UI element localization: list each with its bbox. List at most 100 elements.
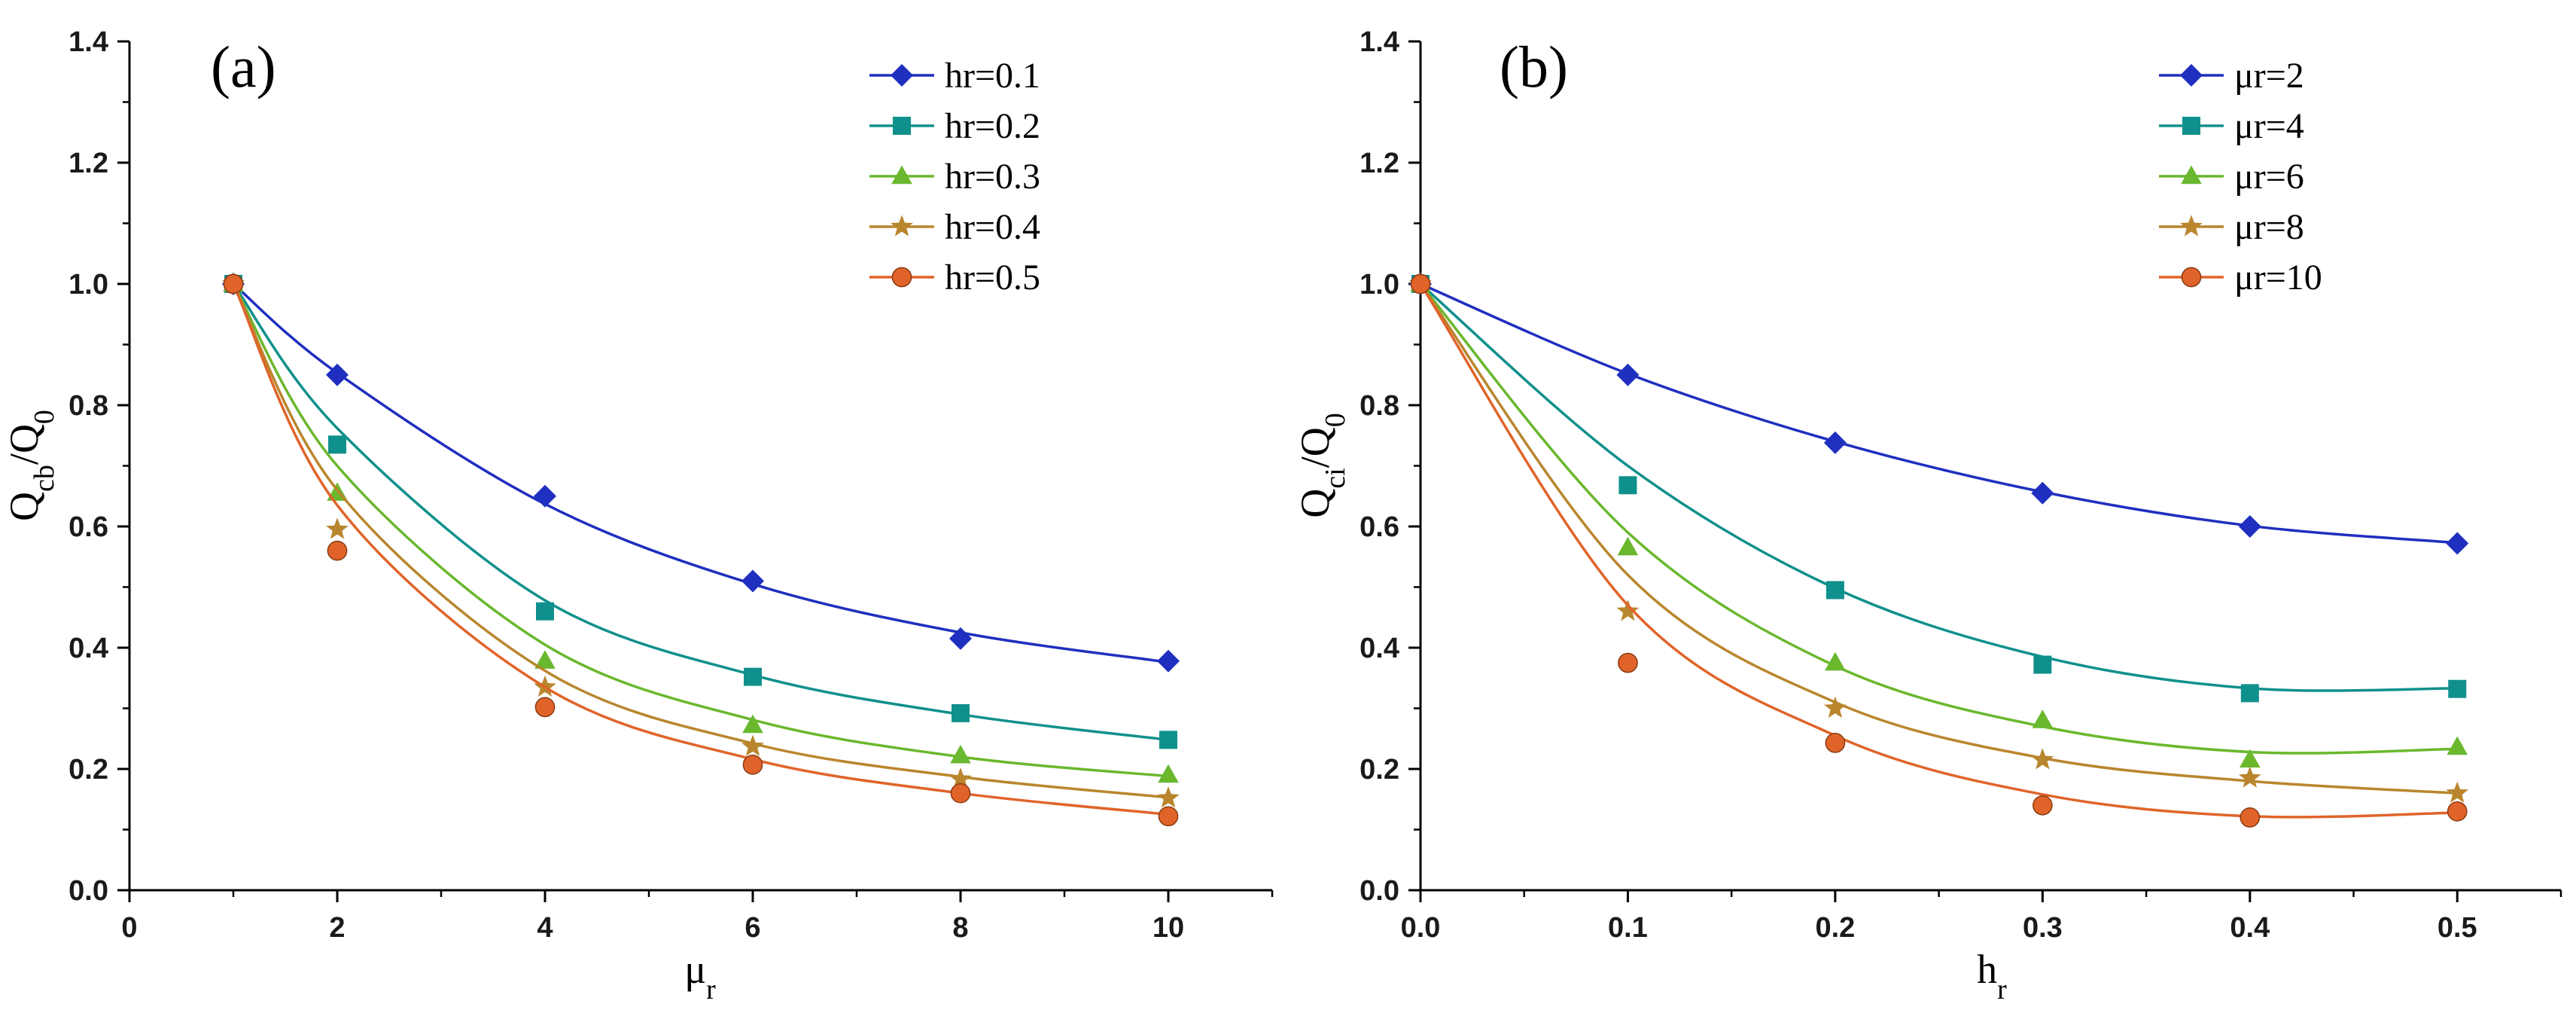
series-hr=0.5 [223, 273, 1179, 827]
legend-entry: hr=0.4 [869, 207, 1040, 247]
legend-entry: hr=0.5 [869, 258, 1040, 297]
x-tick-label: 4 [537, 912, 553, 944]
fit-line [232, 282, 1169, 742]
x-tick-label: 0.1 [1608, 912, 1648, 944]
series-μr=6 [1410, 273, 2468, 768]
y-tick-label: 0.2 [69, 754, 108, 786]
data-point [949, 767, 972, 789]
y-tick-label: 1.2 [69, 148, 108, 179]
data-point [2446, 532, 2469, 555]
data-point [952, 703, 970, 722]
fit-line [232, 283, 1169, 799]
x-tick-label: 8 [952, 912, 968, 944]
legend-marker [891, 215, 913, 236]
data-point [534, 697, 556, 718]
data-point [1158, 764, 1179, 783]
data-point [2031, 481, 2054, 505]
data-point [2238, 515, 2261, 538]
data-point [742, 755, 763, 775]
data-point [741, 734, 764, 756]
legend-entry: μr=4 [2159, 106, 2304, 146]
y-tick-label: 0.6 [1360, 511, 1399, 543]
series-hr=0.2 [224, 275, 1177, 749]
series-hr=0.1 [222, 273, 1180, 673]
fit-line [232, 282, 1169, 664]
y-tick-label: 0.4 [69, 633, 108, 664]
data-point [328, 435, 346, 454]
x-axis-title: μr [684, 947, 716, 1005]
series-μr=10 [1410, 273, 2468, 828]
legend-entry: hr=0.1 [869, 56, 1040, 96]
y-tick-label: 1.0 [69, 269, 108, 301]
legend-label: hr=0.4 [945, 207, 1040, 247]
legend-entry: hr=0.2 [869, 106, 1040, 146]
data-point [1158, 806, 1179, 827]
data-point [2240, 807, 2261, 828]
data-point [326, 363, 349, 386]
data-point [1823, 431, 1847, 454]
fit-line [1419, 283, 2458, 819]
y-tick-label: 0.0 [69, 875, 108, 907]
y-axis-title: Qcb/Q0 [2, 410, 60, 521]
x-tick-label: 0 [121, 912, 137, 944]
data-point [741, 569, 764, 593]
legend-label: μr=10 [2234, 258, 2322, 297]
legend-label: μr=6 [2234, 157, 2304, 197]
legend-label: μr=4 [2234, 106, 2304, 146]
y-tick-label: 0.6 [69, 511, 108, 543]
legend-entry: μr=2 [2159, 56, 2304, 96]
fit-line [232, 283, 1169, 778]
y-tick-label: 0.8 [69, 390, 108, 422]
data-point [326, 517, 349, 539]
legend-marker [2180, 64, 2203, 87]
x-tick-label: 2 [329, 912, 345, 944]
data-point [1617, 536, 1639, 556]
data-point [950, 744, 971, 764]
data-point [2240, 749, 2261, 768]
data-point [2032, 709, 2054, 728]
data-point [949, 627, 972, 650]
data-point [1825, 581, 1844, 600]
x-axis-title: hr [1977, 947, 2007, 1005]
x-tick-label: 0.5 [2437, 912, 2477, 944]
data-point [2240, 684, 2259, 703]
x-tick-label: 10 [1153, 912, 1184, 944]
y-tick-label: 0.2 [1360, 754, 1399, 786]
series-μr=8 [1409, 272, 2469, 803]
data-point [2033, 655, 2052, 674]
legend-label: μr=2 [2234, 56, 2304, 96]
fit-line [1419, 282, 2458, 692]
legend-label: hr=0.1 [945, 56, 1040, 96]
fit-line [1420, 282, 2458, 545]
data-point [1618, 652, 1638, 673]
data-point [2447, 801, 2468, 822]
y-tick-label: 0.0 [1360, 875, 1399, 907]
legend-marker [2182, 117, 2200, 135]
x-tick-label: 0.3 [2023, 912, 2063, 944]
data-point [1157, 786, 1180, 808]
chart-panel-a: 0 2 4 6 8 10 0.0 0.2 0.4 0.6 0.8 1.0 1.2 1.4 (a) Qcb/Q0… [2, 26, 1274, 1005]
x-tick-label: 0.0 [1401, 912, 1441, 944]
fit-line [1419, 282, 2458, 795]
y-tick-label: 1.4 [1360, 26, 1399, 58]
data-point [327, 540, 348, 561]
legend-label: hr=0.2 [945, 106, 1040, 146]
data-point [534, 484, 556, 508]
data-point [536, 602, 554, 621]
legend-marker [2181, 165, 2202, 185]
data-point [1616, 600, 1640, 621]
y-tick-label: 0.4 [1360, 633, 1399, 664]
data-point [1616, 363, 1640, 386]
data-point [1824, 696, 1847, 718]
data-point [744, 667, 762, 686]
panel-label: (b) [1500, 34, 1568, 99]
panel-label: (a) [211, 34, 276, 99]
fit-line [232, 283, 1169, 816]
series-μr=4 [1411, 275, 2467, 703]
data-point [950, 783, 971, 804]
data-point [1825, 733, 1846, 753]
data-point [1618, 476, 1637, 495]
series-hr=0.3 [223, 273, 1179, 783]
legend-marker [2180, 215, 2203, 236]
